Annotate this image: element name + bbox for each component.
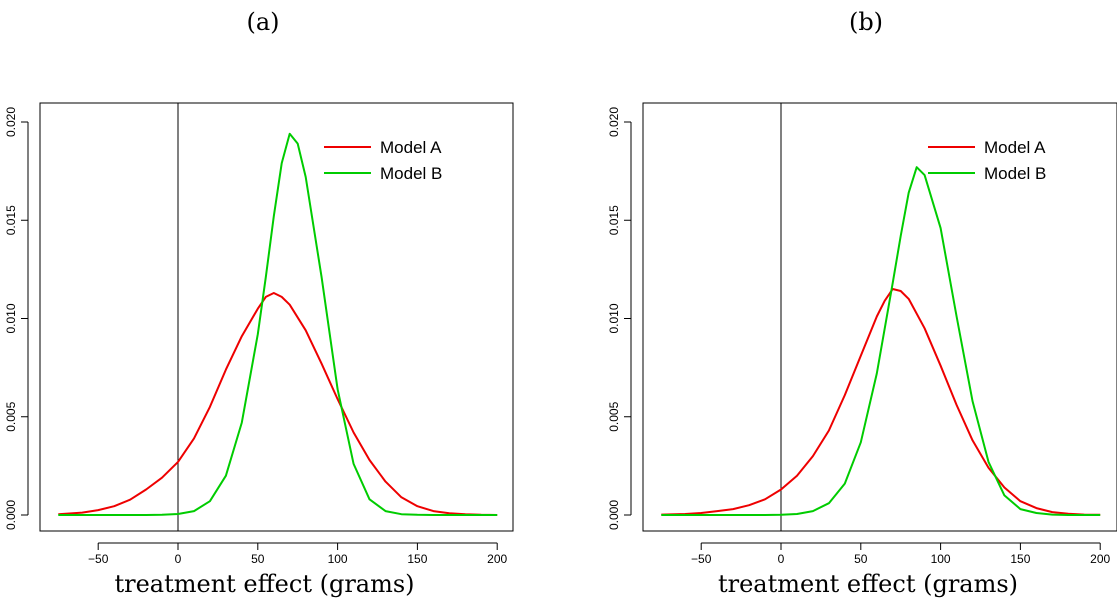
legend-label: Model B xyxy=(984,164,1046,183)
legend-label: Model A xyxy=(984,138,1046,157)
y-tick-label: 0.020 xyxy=(607,107,621,137)
x-tick-label: 0 xyxy=(175,552,182,566)
x-tick-label: −50 xyxy=(691,552,712,566)
series-line-model-b xyxy=(661,166,1101,516)
x-tick-label: 0 xyxy=(778,552,785,566)
x-tick-label: −50 xyxy=(88,552,109,566)
y-tick-label: 0.000 xyxy=(4,500,18,530)
panel-b: (b) −50 0 50 100 150 200 0.000 0.005 0.010 0.015 0.… xyxy=(607,8,1117,598)
y-tick-label: 0.010 xyxy=(4,303,18,333)
panel-title: (a) xyxy=(246,8,279,36)
panel-title: (b) xyxy=(849,8,883,36)
x-tick-label: 100 xyxy=(328,552,348,566)
x-tick-label: 150 xyxy=(1010,552,1030,566)
y-tick-label: 0.005 xyxy=(4,401,18,431)
legend-label: Model A xyxy=(380,138,442,157)
plot-frame xyxy=(642,102,1117,532)
series-line-model-b xyxy=(58,132,498,516)
x-tick-label: 50 xyxy=(251,552,265,566)
x-tick-label: 200 xyxy=(487,552,507,566)
x-tick-label: 150 xyxy=(407,552,427,566)
plot-frame xyxy=(39,102,514,532)
y-tick-label: 0.015 xyxy=(607,205,621,235)
y-tick-label: 0.010 xyxy=(607,303,621,333)
x-axis-label: treatment effect (grams) xyxy=(718,570,1018,598)
x-axis-label: treatment effect (grams) xyxy=(114,570,414,598)
y-tick-label: 0.000 xyxy=(607,500,621,530)
x-tick-label: 200 xyxy=(1090,552,1110,566)
x-tick-label: 50 xyxy=(854,552,868,566)
panel-a: (a) −50 0 50 100 150 200 0.000 0.005 0.010 0.015 0.… xyxy=(4,8,514,598)
series-line-model-a xyxy=(661,288,1101,516)
x-tick-label: 100 xyxy=(931,552,951,566)
legend-label: Model B xyxy=(380,164,442,183)
y-tick-label: 0.015 xyxy=(4,205,18,235)
y-tick-label: 0.005 xyxy=(607,401,621,431)
series-line-model-a xyxy=(58,292,498,516)
y-tick-label: 0.020 xyxy=(4,107,18,137)
